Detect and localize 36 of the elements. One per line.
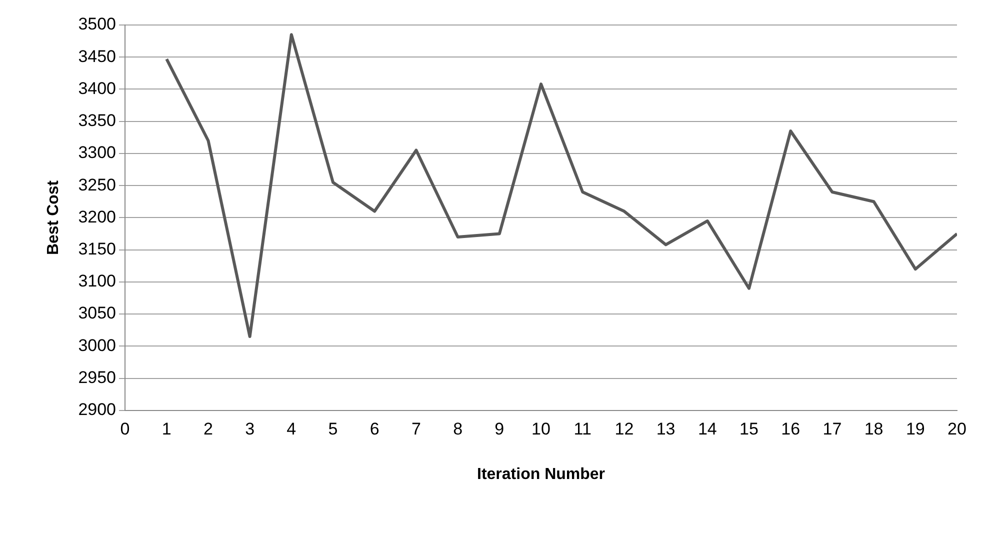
x-tick-label: 10 xyxy=(532,419,550,438)
y-tick-label: 2900 xyxy=(78,400,116,420)
y-tick-label: 3150 xyxy=(78,240,116,259)
y-tick-label: 2950 xyxy=(78,368,116,387)
x-tick-label: 15 xyxy=(740,419,758,438)
y-tick-label: 3250 xyxy=(78,175,116,194)
x-tick-label: 8 xyxy=(453,419,463,438)
y-axis-title: Best Cost xyxy=(45,180,62,256)
y-tick-label: 3350 xyxy=(78,111,116,130)
x-tick-label: 3 xyxy=(245,419,255,438)
y-tick-label: 3200 xyxy=(78,207,116,226)
x-tick-label: 7 xyxy=(411,419,421,438)
x-tick-label: 18 xyxy=(864,419,884,438)
x-tick-label: 14 xyxy=(698,419,717,438)
x-tick-label: 2 xyxy=(203,419,213,438)
x-tick-label: 19 xyxy=(906,419,925,438)
y-tick-label: 3500 xyxy=(78,14,116,34)
x-tick-label: 12 xyxy=(614,419,634,438)
x-tick-label: 20 xyxy=(948,419,966,438)
x-tick-label: 13 xyxy=(656,419,676,438)
y-tick-label: 3450 xyxy=(78,46,116,66)
x-tick-label: 16 xyxy=(781,419,800,438)
x-tick-label: 11 xyxy=(574,419,592,438)
x-tick-label: 6 xyxy=(370,419,380,438)
x-tick-label: 0 xyxy=(120,419,130,438)
x-tick-label: 9 xyxy=(494,419,504,438)
x-axis-title: Iteration Number xyxy=(477,466,606,483)
x-tick-label: 4 xyxy=(286,419,296,438)
x-tick-label: 1 xyxy=(162,419,172,438)
y-tick-label: 3400 xyxy=(78,78,116,98)
y-tick-label: 3050 xyxy=(78,304,116,323)
y-tick-label: 3300 xyxy=(78,143,116,162)
y-tick-label: 3100 xyxy=(78,272,116,291)
y-tick-label: 3000 xyxy=(78,336,116,355)
x-tick-label: 17 xyxy=(822,419,842,438)
x-tick-label: 5 xyxy=(328,419,338,438)
